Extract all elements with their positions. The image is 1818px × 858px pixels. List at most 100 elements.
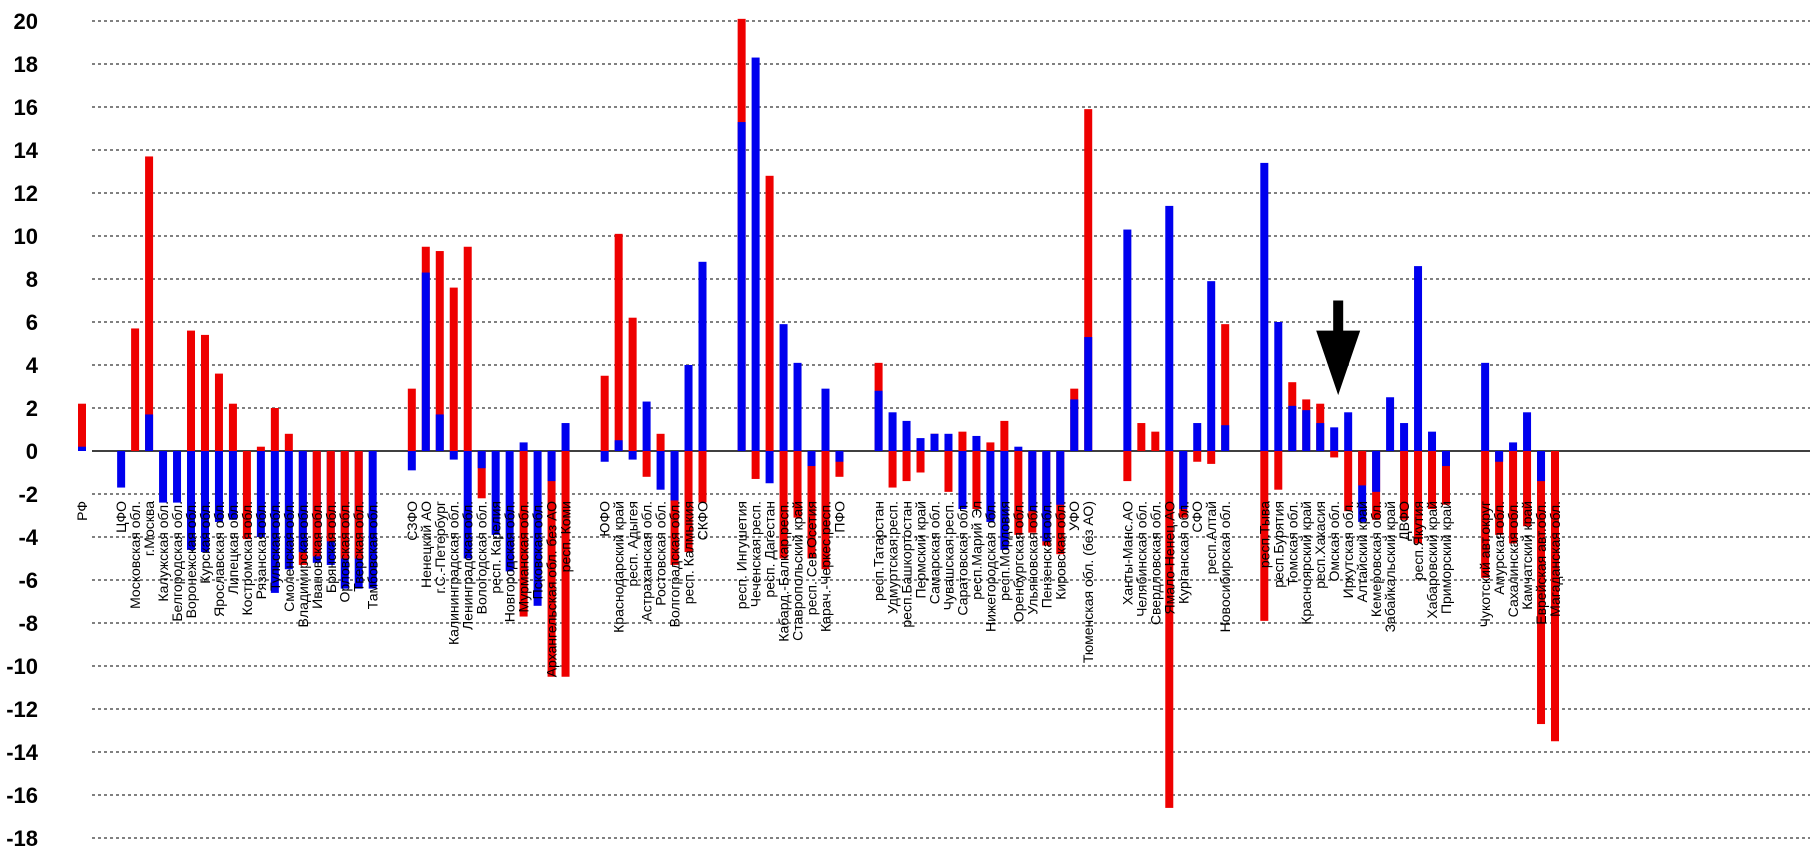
x-category-label: Рязанская обл.: [253, 501, 269, 599]
x-category-label: Ханты-Манс.АО: [1119, 501, 1135, 605]
x-category-label: Владимирская обл.: [295, 501, 311, 627]
bar-blue: [159, 451, 168, 503]
x-category-label: Удмуртская респ.: [885, 501, 901, 614]
y-tick-label: 8: [26, 267, 38, 292]
bar-red: [684, 451, 693, 553]
x-category-label: Забайкальский край: [1382, 501, 1398, 632]
bar-red: [1523, 451, 1532, 527]
x-category-label: Тюменская обл. (без АО): [1080, 501, 1096, 663]
x-category-label: СЗФО: [404, 501, 420, 541]
bar-red: [628, 317, 637, 451]
y-tick-label: 14: [14, 138, 39, 163]
x-category-label: УФО: [1066, 501, 1082, 531]
bar-red: [807, 451, 816, 559]
x-category-label: Ленинградская обл.: [460, 501, 476, 630]
bar-blue: [628, 451, 637, 460]
bar-red: [340, 451, 349, 559]
x-category-label: респ.Мордовия: [996, 501, 1012, 601]
bar-blue: [117, 451, 126, 488]
bar-red: [435, 251, 444, 451]
x-category-label: Нижегородская обл.: [982, 501, 998, 632]
x-category-label: Красноярский край: [1298, 501, 1314, 625]
x-category-label: Алтайский край: [1354, 501, 1370, 603]
x-category-label: Новгородская обл.: [502, 501, 518, 622]
bar-blue: [1221, 425, 1230, 451]
bar-blue: [1414, 266, 1423, 451]
bar-blue: [958, 451, 967, 510]
x-category-label: Иркутская обл.: [1340, 501, 1356, 598]
bar-blue: [1372, 451, 1381, 492]
bar-blue: [1386, 397, 1395, 451]
y-tick-label: -16: [6, 783, 38, 808]
x-category-label: Новосибирская обл.: [1217, 501, 1233, 632]
y-tick-label: -8: [18, 611, 38, 636]
bar-red: [284, 433, 293, 451]
x-category-label: респ.Хакасия: [1312, 501, 1328, 589]
bar-blue: [368, 451, 377, 589]
bar-blue: [284, 451, 293, 570]
bar-blue: [751, 57, 760, 452]
bar-red: [751, 451, 760, 479]
bar-red: [1000, 420, 1009, 451]
bar-red: [698, 451, 707, 503]
bar-blue: [656, 451, 665, 490]
x-category-label: Тверская обл.: [351, 501, 367, 592]
bar-red: [561, 451, 570, 677]
bar-blue: [256, 451, 265, 537]
bars: [78, 18, 1559, 808]
bar-red: [1495, 451, 1504, 535]
bar-blue: [1123, 229, 1132, 451]
bar-red: [916, 451, 925, 473]
bar-red: [614, 233, 623, 451]
x-category-label: ПФО: [831, 501, 847, 533]
bar-blue: [1165, 205, 1174, 451]
x-category-label: Хабаровский край: [1424, 501, 1440, 619]
bar-red: [944, 451, 953, 492]
bar-red: [958, 431, 967, 451]
x-category-label: Чеченская респ.: [748, 501, 764, 607]
x-category-label: Костромская обл.: [239, 501, 255, 615]
x-category-label: Сахалинская обл.: [1505, 501, 1521, 617]
bar-blue: [888, 412, 897, 451]
x-category-label: Кабард.-Балкар.респ.: [776, 501, 792, 642]
x-category-label: респ.Татарстан: [871, 501, 887, 601]
y-tick-label: -10: [6, 654, 38, 679]
bar-red: [1537, 451, 1546, 725]
bar-blue: [187, 451, 196, 550]
x-category-label: респ.Башкортостан: [899, 501, 915, 628]
bar-blue: [944, 433, 953, 451]
x-category-label: Ярославская обл.: [211, 501, 227, 617]
bar-blue: [421, 272, 430, 451]
bar-red: [78, 403, 86, 451]
x-category-label: респ. Калмыкия: [681, 501, 697, 604]
bar-red: [972, 451, 981, 510]
y-tick-label: 20: [14, 9, 38, 34]
x-category-label: Еврейская авт.обл.: [1533, 501, 1549, 625]
bar-blue: [491, 451, 500, 535]
bar-red: [1260, 451, 1269, 621]
bar-red: [835, 451, 844, 477]
bar-blue: [600, 451, 609, 462]
x-category-label: Тульская обл.: [267, 501, 283, 591]
bar-blue: [1495, 451, 1504, 462]
bar-red: [1151, 431, 1160, 451]
x-category-label: Пензенская обл.: [1038, 501, 1054, 608]
bar-blue: [1358, 451, 1367, 522]
bar-red: [407, 388, 416, 451]
y-tick-label: 12: [14, 181, 38, 206]
x-category-label: Архангельская обл. без АО: [544, 501, 560, 677]
bar-red: [242, 451, 251, 540]
x-category-label: г.Москва: [141, 501, 157, 556]
x-category-label: Кемеровская обл.: [1368, 501, 1384, 617]
y-tick-label: 10: [14, 224, 38, 249]
x-category-label: Пермский край: [913, 501, 929, 598]
y-tick-label: 18: [14, 52, 38, 77]
bar-blue: [1084, 337, 1093, 451]
x-category-label: Ненецкий АО: [418, 501, 434, 588]
bar-blue: [1344, 412, 1353, 451]
bar-blue: [1028, 451, 1037, 512]
bar-blue: [821, 388, 830, 451]
y-tick-label: -2: [18, 482, 38, 507]
bar-blue: [200, 451, 209, 553]
